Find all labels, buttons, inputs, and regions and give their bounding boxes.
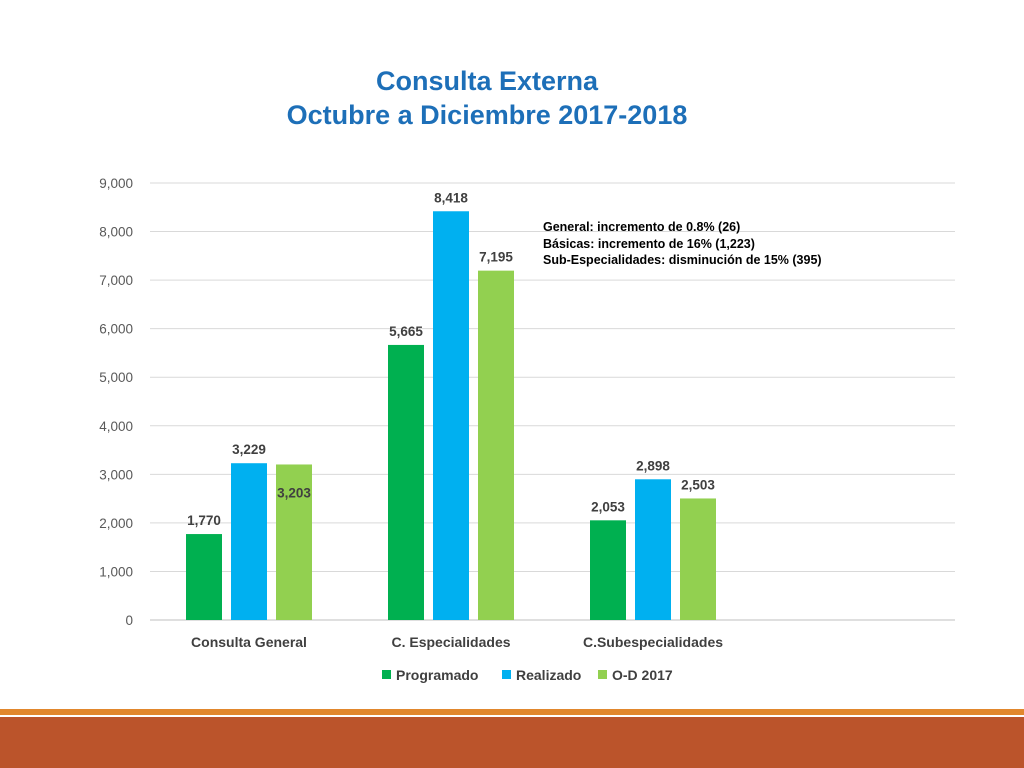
y-tick-label: 2,000 [99,516,133,531]
x-category-label: C.Subespecialidades [583,634,723,650]
value-labels: 1,770 3,229 3,203 5,665 8,418 7,195 2,053 2,898… [187,190,715,528]
title-line-1: Consulta Externa [375,66,599,96]
bar [276,464,312,620]
data-label: 5,665 [389,324,423,339]
bar [388,344,424,620]
data-label: 1,770 [187,513,221,528]
bar [680,498,716,620]
legend-swatch [382,670,391,679]
data-label: 2,503 [681,477,715,492]
y-tick-label: 8,000 [99,225,133,240]
legend-label: Realizado [516,667,581,683]
x-category-label: Consulta General [191,634,307,650]
y-tick-label: 5,000 [99,370,133,385]
data-label: 8,418 [434,190,468,205]
category-labels: Consulta General C. Especialidades C.Subes… [191,634,723,650]
y-tick-label: 3,000 [99,467,133,482]
bar [590,520,626,620]
y-tick-label: 4,000 [99,419,133,434]
y-tick-label: 9,000 [99,176,133,191]
x-category-label: C. Especialidades [391,634,510,650]
legend-label: Programado [396,667,478,683]
annotation-general: General: incremento de 0.8% (26) [543,220,741,234]
bar [186,534,222,620]
slide-title: Consulta Externa Octubre a Diciembre 201… [0,64,974,132]
data-label: 2,898 [636,458,670,473]
footer-accent-line [0,709,1024,715]
data-label: 7,195 [479,250,513,265]
bar [433,211,469,620]
legend: Programado Realizado O-D 2017 [382,667,673,683]
y-tick-label: 0 [125,613,133,628]
legend-swatch [502,670,511,679]
bar [478,270,514,620]
annotation-box: General: incremento de 0.8% (26) Básicas… [543,219,822,269]
annotation-subespecialidades: Sub-Especialidades: disminución de 15% (… [543,253,822,267]
data-label: 2,053 [591,499,625,514]
y-axis-ticks: 0 1,000 2,000 3,000 4,000 5,000 6,000 7,000 8,00… [99,176,133,628]
annotation-basicas: Básicas: incremento de 16% (1,223) [543,236,755,251]
y-tick-label: 1,000 [99,564,133,579]
y-tick-label: 6,000 [99,322,133,337]
bar-chart: 0 1,000 2,000 3,000 4,000 5,000 6,000 7,000 8,00… [99,176,955,683]
y-tick-label: 7,000 [99,273,133,288]
footer-band [0,717,1024,768]
title-line-2: Octubre a Diciembre 2017-2018 [286,100,688,130]
legend-swatch [598,670,607,679]
legend-label: O-D 2017 [612,667,673,683]
grid-lines [150,182,955,621]
bar [231,463,267,620]
data-label: 3,203 [277,485,311,500]
data-label: 3,229 [232,442,266,457]
bars [186,211,716,620]
bar [635,479,671,620]
